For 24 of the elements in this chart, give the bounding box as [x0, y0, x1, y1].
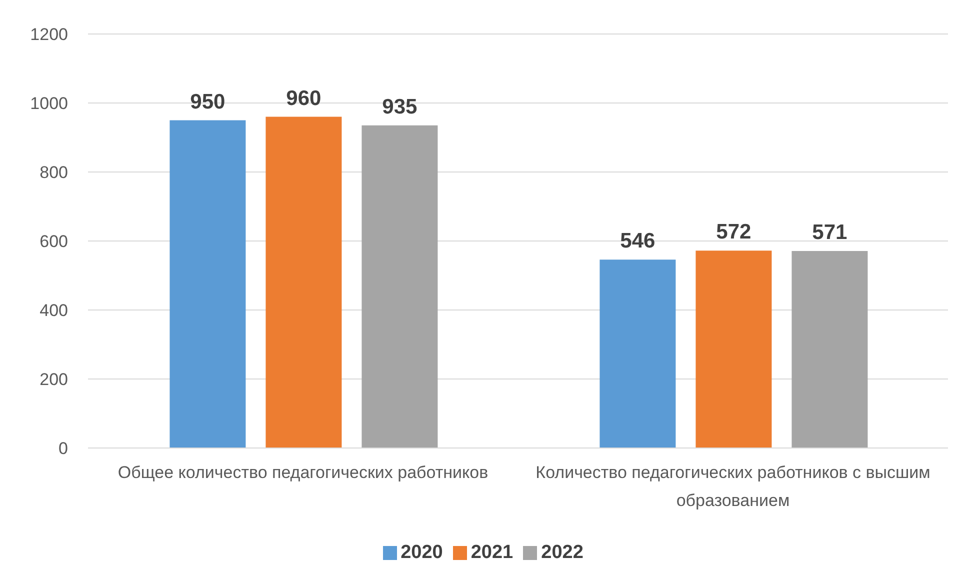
bar	[792, 251, 868, 448]
bar	[362, 125, 438, 448]
bar	[696, 250, 772, 448]
data-label: 950	[190, 90, 226, 114]
legend-label: 2020	[400, 542, 443, 563]
y-tick-label: 400	[40, 301, 68, 320]
x-tick-label: Общее количество педагогических работников	[118, 463, 488, 482]
bar	[170, 120, 246, 448]
data-label: 935	[382, 95, 418, 118]
data-label: 546	[620, 230, 656, 253]
data-label: 572	[716, 220, 752, 244]
y-tick-label: 1000	[30, 94, 68, 114]
data-label: 960	[286, 86, 322, 110]
bar	[266, 116, 342, 448]
legend-label: 2021	[470, 542, 514, 563]
y-tick-label: 0	[58, 439, 68, 458]
y-tick-label: 1200	[30, 25, 68, 44]
y-tick-label: 200	[40, 370, 68, 390]
x-tick-label: Количество педагогических работников с высшим образованием	[536, 463, 930, 510]
legend-label: 2022	[541, 542, 584, 563]
y-tick-label: 600	[40, 232, 68, 252]
bar	[600, 260, 676, 448]
data-label: 571	[812, 221, 848, 244]
y-tick-label: 800	[40, 163, 68, 182]
